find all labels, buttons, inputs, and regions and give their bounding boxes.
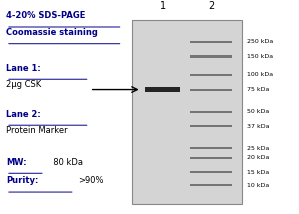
- Text: Lane 2:: Lane 2:: [6, 110, 41, 119]
- Text: 25 kDa: 25 kDa: [247, 146, 269, 151]
- Text: 75 kDa: 75 kDa: [247, 87, 269, 92]
- Bar: [190, 55, 232, 58]
- Bar: [190, 41, 232, 43]
- Text: MW:: MW:: [6, 158, 27, 166]
- Text: 15 kDa: 15 kDa: [247, 170, 269, 175]
- Text: 150 kDa: 150 kDa: [247, 54, 273, 59]
- Text: 37 kDa: 37 kDa: [247, 124, 269, 129]
- Bar: [190, 111, 232, 113]
- Bar: [190, 147, 232, 149]
- Text: 20 kDa: 20 kDa: [247, 155, 269, 160]
- Bar: [190, 156, 232, 159]
- Bar: [132, 20, 242, 204]
- Bar: [145, 87, 180, 92]
- Text: 80 kDa: 80 kDa: [48, 158, 83, 166]
- Text: 10 kDa: 10 kDa: [247, 183, 269, 188]
- Text: Protein Marker: Protein Marker: [6, 126, 68, 135]
- Text: 50 kDa: 50 kDa: [247, 109, 269, 114]
- Text: 2: 2: [208, 1, 214, 11]
- Text: 1: 1: [159, 1, 166, 11]
- Text: >90%: >90%: [78, 176, 103, 185]
- Text: 2μg CSK: 2μg CSK: [6, 80, 41, 89]
- Text: 4-20% SDS-PAGE: 4-20% SDS-PAGE: [6, 11, 85, 20]
- Text: Purity:: Purity:: [6, 176, 38, 185]
- Bar: [190, 89, 232, 91]
- Bar: [190, 74, 232, 76]
- Bar: [190, 125, 232, 127]
- Text: Coomassie staining: Coomassie staining: [6, 28, 98, 37]
- Text: 250 kDa: 250 kDa: [247, 39, 273, 44]
- Text: 100 kDa: 100 kDa: [247, 72, 273, 77]
- Bar: [190, 184, 232, 186]
- Bar: [190, 171, 232, 173]
- Text: Lane 1:: Lane 1:: [6, 64, 41, 73]
